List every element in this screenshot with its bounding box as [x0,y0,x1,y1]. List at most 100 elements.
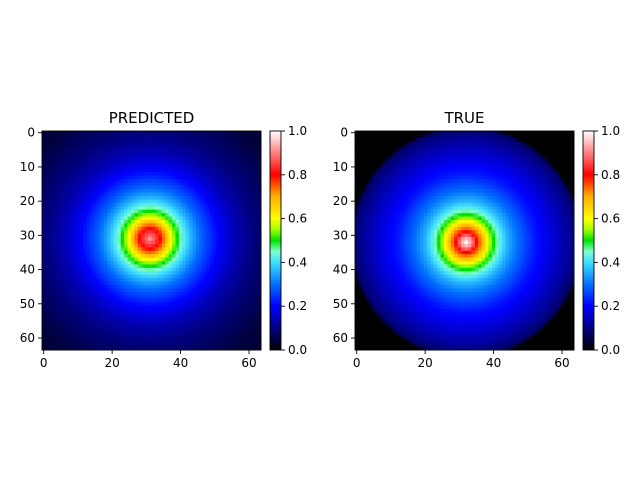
heatmap-cell [536,131,541,135]
heatmap-cell [148,319,152,323]
heatmap-cell [247,185,252,190]
heatmap-cell [42,250,46,255]
heatmap-cell [189,302,193,306]
heatmap-cell [55,131,60,135]
heatmap-cell [237,172,241,176]
heatmap-cell [158,213,163,217]
heatmap-cell [148,165,152,169]
heatmap-cell [52,315,57,320]
heatmap-cell [154,346,159,351]
heatmap-cell [127,243,132,248]
heatmap-cell [100,148,104,152]
heatmap-cell [107,261,111,265]
heatmap-cell [254,168,258,173]
heatmap-cell [230,339,234,344]
heatmap-cell [209,161,214,166]
heatmap-cell [103,144,108,149]
heatmap-cell [522,131,527,135]
heatmap-cell [199,264,204,269]
heatmap-cell [83,298,87,303]
heatmap-cell [219,182,224,187]
heatmap-cell [83,137,87,142]
heatmap-cell [59,312,63,317]
heatmap-cell [447,134,452,139]
heatmap-cell [219,240,224,245]
heatmap-cell [243,267,248,272]
heatmap-cell [243,134,248,139]
heatmap-cell [148,281,152,286]
heatmap-cell [443,134,448,139]
heatmap-cell [491,154,496,159]
heatmap-cell [55,148,60,152]
heatmap-cell [409,161,414,166]
heatmap-cell [148,267,152,272]
heatmap-cell [199,141,204,146]
heatmap-cell [93,216,98,221]
heatmap-cell [48,278,53,282]
heatmap-cell [437,154,441,159]
heatmap-cell [426,154,431,159]
heatmap-cell [192,161,197,166]
heatmap-cell [45,329,50,334]
heatmap-cell [110,346,115,351]
heatmap-cell [96,226,101,231]
heatmap-cell [79,230,84,234]
heatmap-cell [433,137,438,142]
heatmap-cell [461,131,465,135]
heatmap-cell [185,199,190,204]
heatmap-cell [230,271,234,276]
heatmap-cell [117,141,122,146]
heatmap-cell [100,291,104,296]
heatmap-cell [72,295,77,300]
heatmap-cell [189,346,193,351]
heatmap-cell [216,312,221,317]
heatmap-cell [86,346,91,351]
heatmap-cell [178,254,183,258]
heatmap-cell [206,284,211,289]
heatmap-cell [430,151,435,156]
heatmap-cell [151,226,156,231]
heatmap-cell [137,158,142,163]
heatmap-cell [172,319,176,323]
heatmap-cell [48,178,53,183]
heatmap-cell [48,216,53,221]
heatmap-cell [130,274,135,279]
heatmap-cell [437,141,441,146]
heatmap-cell [195,284,200,289]
heatmap-cell [55,312,60,317]
heatmap-cell [168,329,173,334]
heatmap-cell [48,261,53,265]
heatmap-cell [237,226,241,231]
heatmap-cell [110,182,115,187]
heatmap-cell [567,137,571,142]
heatmap-cell [213,332,217,337]
heatmap-cell [48,230,53,234]
heatmap-cell [83,261,87,265]
heatmap-cell [144,250,149,255]
heatmap-cell [399,172,404,176]
heatmap-cell [189,315,193,320]
heatmap-cell [570,161,575,166]
heatmap-cell [76,343,80,347]
heatmap-cell [182,219,187,224]
heatmap-cell [59,178,63,183]
heatmap-cell [113,250,118,255]
heatmap-cell [182,213,187,217]
heatmap-cell [195,192,200,197]
heatmap-cell [508,172,513,176]
heatmap-cell [247,261,252,265]
heatmap-cell [385,172,390,176]
heatmap-cell [96,264,101,269]
heatmap-cell [223,319,228,323]
heatmap-cell [440,172,445,176]
heatmap-cell [65,322,70,327]
heatmap-cell [96,240,101,245]
heatmap-cell [165,250,169,255]
heatmap-cell [437,148,441,152]
heatmap-cell [42,168,46,173]
heatmap-cell [72,346,77,351]
heatmap-cell [443,168,448,173]
heatmap-cell [230,319,234,323]
heatmap-cell [144,209,149,214]
heatmap-cell [247,219,252,224]
